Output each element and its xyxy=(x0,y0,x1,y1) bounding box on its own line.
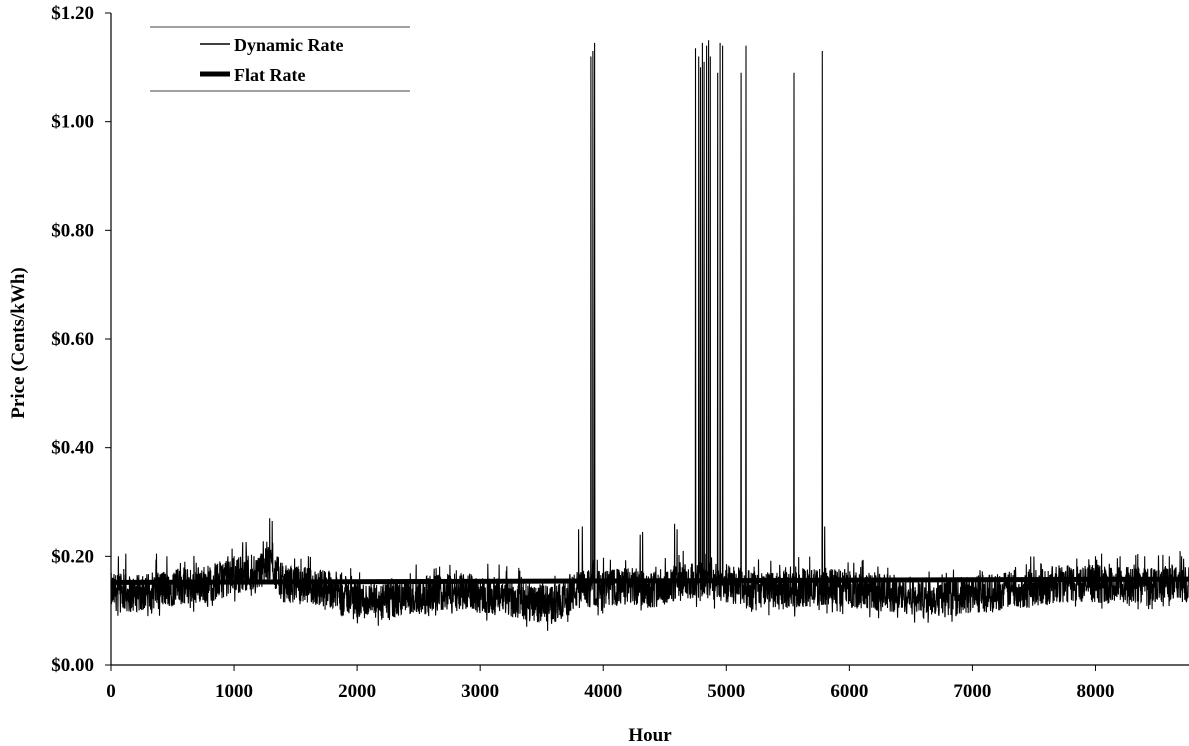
x-tick-label-0: 0 xyxy=(106,681,116,702)
x-tick-label-6: 6000 xyxy=(830,681,868,702)
dynamic-rate-line xyxy=(110,40,1189,631)
x-tick-label-4: 4000 xyxy=(584,681,622,702)
legend-label-flat-rate: Flat Rate xyxy=(234,65,305,85)
x-tick-label-1: 1000 xyxy=(215,681,253,702)
legend: Dynamic Rate Flat Rate xyxy=(150,26,410,92)
y-tick-label-4: $0.80 xyxy=(51,220,94,241)
y-axis-title: Price (Cents/kWh) xyxy=(8,267,29,418)
series-flat-rate xyxy=(110,576,1189,585)
x-tick-label-2: 2000 xyxy=(338,681,376,702)
y-tick-label-3: $0.60 xyxy=(51,329,94,350)
y-tick-label-1: $0.20 xyxy=(51,546,94,567)
x-tick-label-5: 5000 xyxy=(707,681,745,702)
x-axis-ticks: 0 1000 2000 3000 4000 5000 6000 7000 8000 xyxy=(106,665,1114,702)
y-tick-label-6: $1.20 xyxy=(51,3,94,24)
y-axis-ticks: $0.00 $0.20 $0.40 $0.60 $0.80 $1.00 $1.20 xyxy=(51,3,111,676)
flat-rate-line xyxy=(110,576,1189,585)
legend-label-dynamic-rate: Dynamic Rate xyxy=(234,35,343,55)
x-tick-label-8: 8000 xyxy=(1076,681,1114,702)
y-tick-label-0: $0.00 xyxy=(51,655,94,676)
x-tick-label-7: 7000 xyxy=(953,681,991,702)
plot-area xyxy=(110,40,1189,631)
x-axis-title: Hour xyxy=(628,725,672,746)
x-tick-label-3: 3000 xyxy=(461,681,499,702)
y-tick-label-2: $0.40 xyxy=(51,438,94,459)
series-dynamic-rate xyxy=(110,40,1189,631)
y-tick-label-5: $1.00 xyxy=(51,112,94,133)
